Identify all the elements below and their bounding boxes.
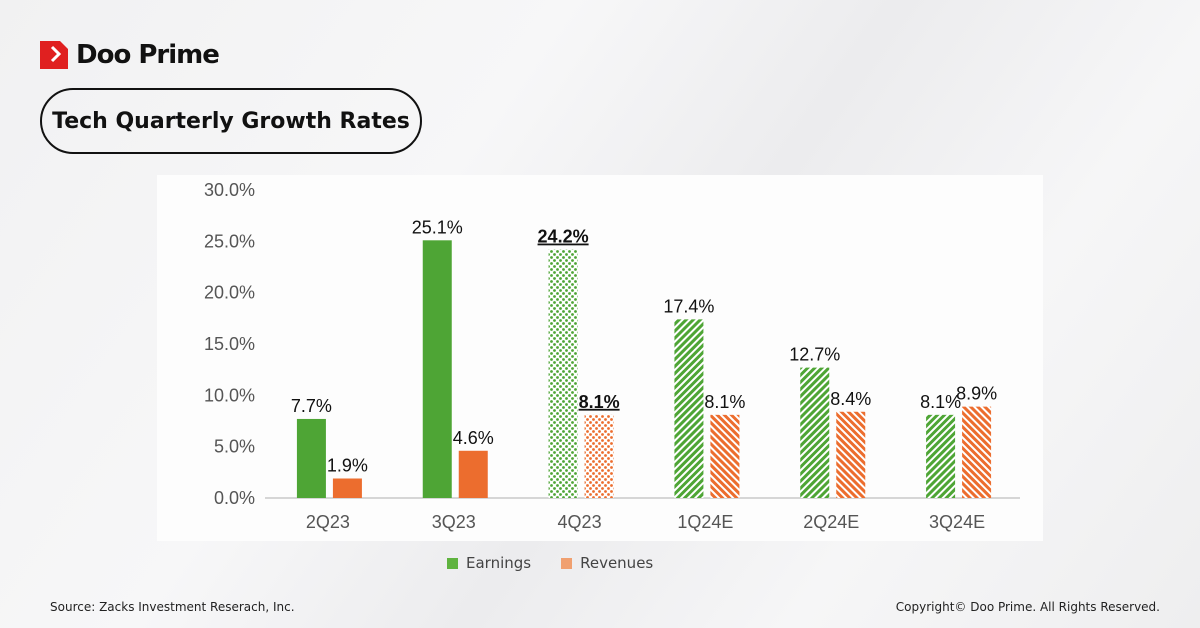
x-tick-label: 2Q23 bbox=[306, 512, 350, 532]
doo-prime-logo-icon bbox=[40, 41, 68, 69]
bar-earnings bbox=[926, 414, 956, 498]
data-label-revenues: 8.1% bbox=[579, 392, 620, 412]
bar-revenues bbox=[962, 406, 992, 498]
data-label-revenues: 8.9% bbox=[956, 384, 997, 404]
bar-revenues bbox=[710, 414, 740, 498]
legend-label-revenues: Revenues bbox=[580, 554, 654, 572]
data-label-revenues: 8.4% bbox=[830, 389, 871, 409]
x-tick-label: 3Q23 bbox=[432, 512, 476, 532]
chart-panel: 0.0% 5.0% 10.0% 15.0% 20.0% 25.0% 30.0% 2Q23 7.7… bbox=[157, 175, 1043, 541]
legend-swatch-earnings bbox=[447, 557, 458, 569]
page-title: Tech Quarterly Growth Rates bbox=[40, 88, 422, 154]
x-tick-label: 2Q24E bbox=[803, 512, 859, 532]
data-label-earnings: 24.2% bbox=[538, 227, 589, 247]
data-label-earnings: 25.1% bbox=[412, 217, 463, 237]
data-label-earnings: 12.7% bbox=[789, 345, 840, 365]
x-tick-label: 3Q24E bbox=[929, 512, 985, 532]
y-tick-label: 30.0% bbox=[204, 180, 255, 200]
y-tick-label: 15.0% bbox=[204, 334, 255, 354]
y-tick-label: 20.0% bbox=[204, 283, 255, 303]
legend-swatch-revenues bbox=[561, 557, 573, 569]
chart-legend: Earnings Revenues bbox=[447, 554, 653, 572]
data-label-earnings: 17.4% bbox=[663, 296, 714, 316]
data-label-earnings: 7.7% bbox=[291, 396, 332, 416]
y-tick-label: 10.0% bbox=[204, 385, 255, 405]
bar-earnings bbox=[800, 367, 830, 498]
y-tick-label: 5.0% bbox=[214, 437, 255, 457]
source-note: Source: Zacks Investment Reserach, Inc. bbox=[50, 600, 295, 614]
bar-earnings bbox=[422, 240, 452, 498]
copyright-note: Copyright© Doo Prime. All Rights Reserve… bbox=[895, 600, 1160, 614]
data-label-revenues: 8.1% bbox=[704, 392, 745, 412]
brand-logo: Doo Prime bbox=[40, 40, 220, 70]
bar-revenues bbox=[332, 478, 362, 498]
bar-earnings bbox=[548, 249, 578, 498]
bar-revenues bbox=[836, 411, 866, 498]
bar-earnings bbox=[296, 418, 326, 498]
bar-revenues bbox=[584, 414, 614, 498]
bar-earnings bbox=[674, 319, 704, 498]
bar-chart: 0.0% 5.0% 10.0% 15.0% 20.0% 25.0% 30.0% 2Q23 7.7… bbox=[204, 180, 1020, 532]
legend-label-earnings: Earnings bbox=[466, 554, 532, 572]
brand-name: Doo Prime bbox=[76, 40, 220, 70]
x-tick-label: 1Q24E bbox=[677, 512, 733, 532]
bar-revenues bbox=[458, 450, 488, 498]
y-tick-label: 25.0% bbox=[204, 231, 255, 251]
data-label-earnings: 8.1% bbox=[920, 392, 961, 412]
data-label-revenues: 1.9% bbox=[327, 455, 368, 475]
data-label-revenues: 4.6% bbox=[453, 428, 494, 448]
x-tick-label: 4Q23 bbox=[558, 512, 602, 532]
y-tick-label: 0.0% bbox=[214, 488, 255, 508]
